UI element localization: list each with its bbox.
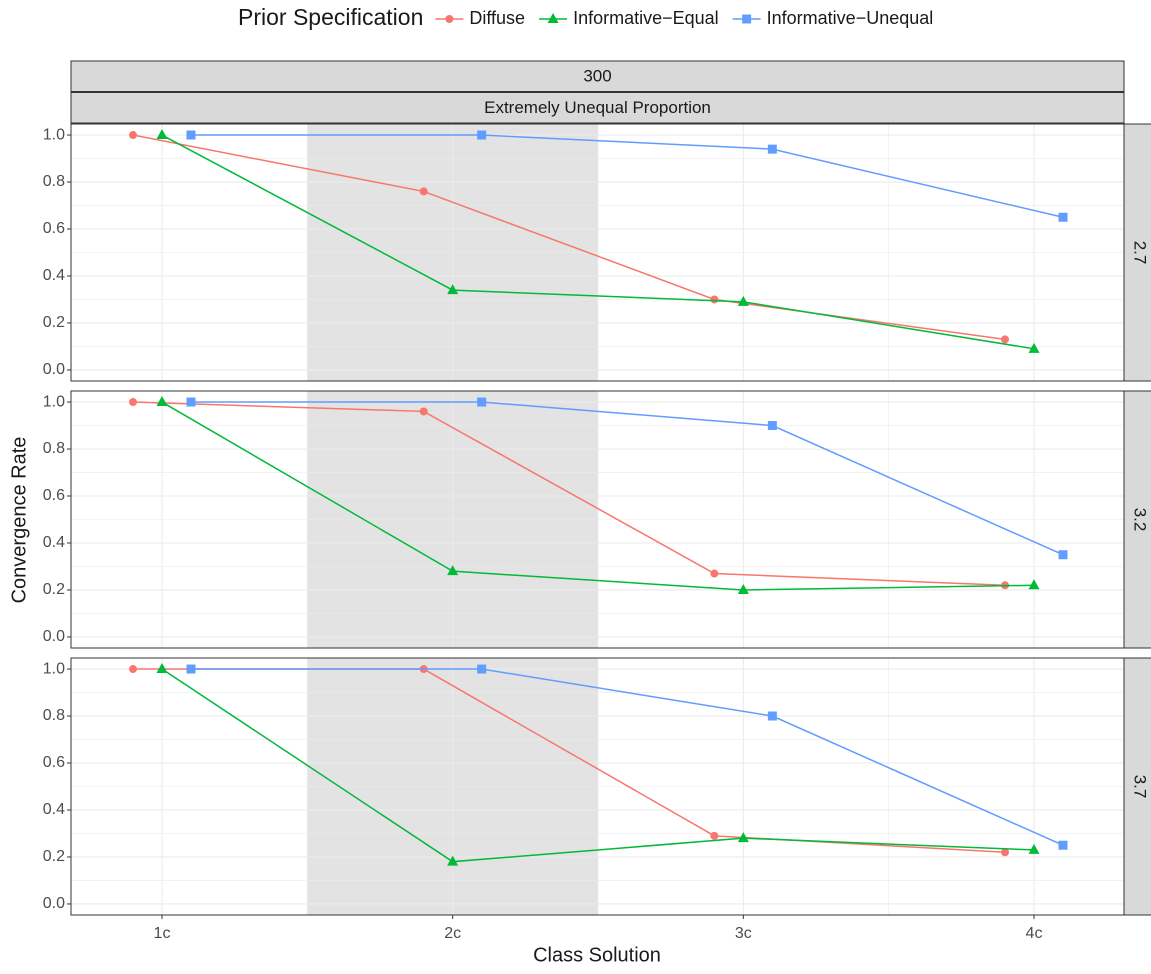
- y-tick-label: 0.2: [43, 848, 65, 865]
- point: [1058, 212, 1068, 222]
- series-line: [191, 134, 1064, 218]
- strip-label: 2.7: [1131, 241, 1150, 265]
- series-line: [191, 401, 1064, 556]
- point: [477, 664, 487, 674]
- strip-label: 3.2: [1131, 508, 1150, 532]
- strip-label: 3.7: [1131, 775, 1150, 799]
- strip: [70, 92, 1125, 124]
- point: [186, 130, 196, 140]
- y-tick-label: 1.0: [43, 660, 65, 677]
- y-tick-label: 0.8: [43, 440, 65, 457]
- x-tick-label: 1c: [154, 925, 171, 942]
- y-tick-label: 0.4: [43, 534, 65, 551]
- series-line: [161, 134, 1035, 350]
- point: [477, 397, 487, 407]
- x-tick-label: 3c: [735, 925, 752, 942]
- y-tick-label: 0.6: [43, 487, 65, 504]
- point: [1058, 550, 1068, 560]
- legend-title: Prior Specification: [238, 4, 423, 30]
- legend-key-marker: [742, 14, 752, 24]
- point: [129, 665, 137, 674]
- y-tick-label: 0.0: [43, 895, 65, 912]
- legend-key-marker: [547, 13, 559, 23]
- legend-key-marker: [445, 15, 454, 23]
- point: [1028, 342, 1040, 353]
- point: [156, 396, 168, 407]
- x-tick-label: 2c: [444, 925, 461, 942]
- point: [767, 144, 777, 154]
- point: [129, 398, 137, 407]
- point: [710, 569, 719, 578]
- point: [419, 407, 428, 416]
- point: [419, 187, 428, 196]
- y-tick-label: 0.6: [43, 220, 65, 237]
- y-tick-label: 0.8: [43, 173, 65, 190]
- point: [1028, 579, 1040, 590]
- legend-label: Informative−Unequal: [767, 8, 934, 28]
- series-line: [132, 401, 1006, 587]
- legend-label: Diffuse: [469, 8, 525, 28]
- point: [1001, 335, 1010, 344]
- strip: [1123, 123, 1151, 382]
- y-tick-label: 0.6: [43, 754, 65, 771]
- point: [737, 583, 749, 594]
- y-tick-label: 0.4: [43, 267, 65, 284]
- y-tick-label: 0.2: [43, 581, 65, 598]
- point: [129, 131, 137, 140]
- point: [477, 130, 487, 140]
- y-tick-label: 1.0: [43, 393, 65, 410]
- point: [767, 421, 777, 431]
- series-line: [191, 668, 1064, 846]
- x-tick-label: 4c: [1026, 925, 1043, 942]
- strip: [1123, 657, 1151, 916]
- y-tick-label: 0.8: [43, 707, 65, 724]
- point: [1001, 848, 1010, 857]
- y-tick-label: 0.2: [43, 314, 65, 331]
- point: [710, 295, 719, 304]
- point: [156, 663, 168, 674]
- x-axis-title: Class Solution: [533, 944, 661, 966]
- point: [710, 831, 719, 840]
- y-tick-label: 1.0: [43, 126, 65, 143]
- point: [186, 664, 196, 674]
- point: [447, 284, 459, 295]
- point: [447, 855, 459, 866]
- point: [186, 397, 196, 407]
- series-line: [161, 668, 1035, 863]
- point: [1058, 840, 1068, 850]
- strip: [1123, 390, 1151, 649]
- point: [156, 129, 168, 140]
- strip: [70, 60, 1125, 92]
- y-tick-label: 0.0: [43, 361, 65, 378]
- y-tick-label: 0.0: [43, 628, 65, 645]
- point: [447, 565, 459, 576]
- series-line: [161, 401, 1035, 591]
- point: [767, 711, 777, 721]
- series-line: [132, 134, 1006, 341]
- y-tick-label: 0.4: [43, 801, 65, 818]
- legend-label: Informative−Equal: [573, 8, 719, 28]
- point: [737, 295, 749, 306]
- point: [737, 832, 749, 843]
- strip-label: Extremely Unequal Proportion: [484, 98, 711, 117]
- strip-label: 300: [583, 66, 611, 85]
- y-axis-title: Convergence Rate: [8, 437, 30, 604]
- point: [1028, 843, 1040, 854]
